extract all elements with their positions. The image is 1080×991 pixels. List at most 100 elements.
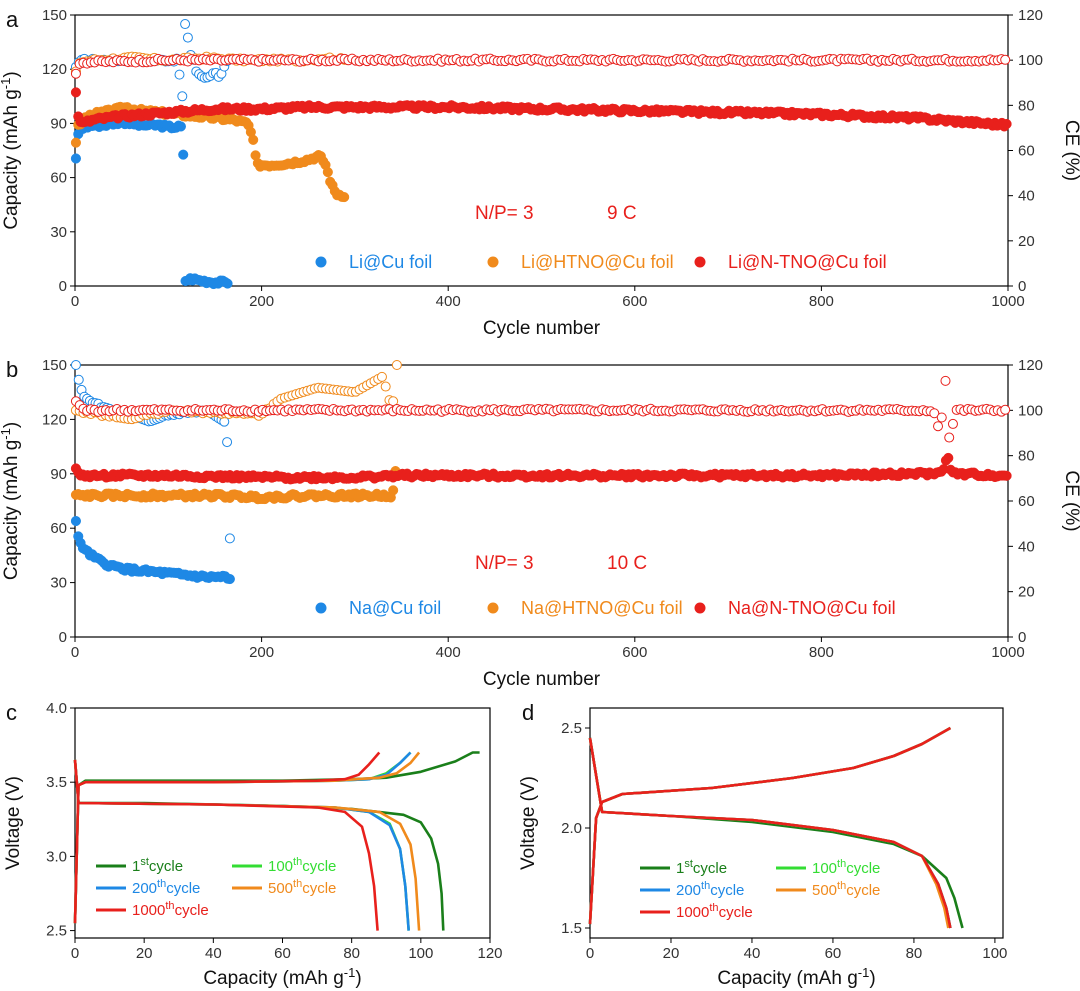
legend-suffix: cycle: [693, 860, 727, 877]
y-axis-label: Voltage (V): [518, 776, 539, 870]
legend-entry: 1stcycle: [132, 856, 183, 875]
legend-entry: Na@HTNO@Cu foil: [521, 598, 683, 618]
y-tick-label: 4.0: [46, 700, 67, 717]
y-axis-label: Capacity (mAh g-1): [0, 422, 22, 580]
curve-charge: [588, 726, 952, 925]
panel-letter: a: [6, 7, 19, 32]
capacity-marker: [70, 153, 81, 164]
rate-label: 9 C: [607, 203, 637, 224]
curve-discharge: [588, 737, 950, 929]
ce-marker: [180, 19, 191, 30]
x-tick-label: 40: [205, 945, 222, 962]
panel-a: 0 200 400 600 800 100003060901201500204060801…: [0, 7, 1080, 339]
x-tick-label: 800: [809, 644, 834, 661]
legend-entry: 1000thcycle: [676, 902, 753, 921]
capacity-marker: [70, 87, 81, 98]
x-tick-label: 400: [436, 293, 461, 310]
legend-number: 200: [676, 882, 701, 899]
legend-number: 500: [268, 880, 293, 897]
legend-suffix: cycle: [149, 858, 183, 875]
x-tick-label: 0: [71, 293, 79, 310]
curve-discharge: [73, 759, 410, 931]
legend-number: 1000: [132, 902, 165, 919]
legend-entry: 200thcycle: [132, 878, 200, 897]
ce-marker: [73, 374, 84, 385]
legend-entry: 500thcycle: [812, 880, 880, 899]
y2-tick-label: 120: [1018, 7, 1043, 24]
plot-frame: [589, 707, 1004, 939]
curve-discharge: [588, 737, 952, 929]
legend-entry: 1000thcycle: [132, 900, 209, 919]
y2-axis-label: CE (%): [1061, 470, 1080, 531]
legend-sup: th: [165, 900, 174, 912]
capacity-marker: [388, 485, 399, 496]
legend-number: 100: [812, 860, 837, 877]
ce-marker: [936, 412, 947, 423]
y2-tick-label: 100: [1018, 402, 1043, 419]
y-tick-label: 150: [42, 357, 67, 374]
legend-number: 100: [268, 858, 293, 875]
capacity-marker: [222, 278, 233, 289]
np-ratio-label: N/P= 3: [475, 553, 534, 574]
legend-suffix: cycle: [846, 860, 880, 877]
capacity-marker: [248, 134, 259, 145]
ce-marker: [391, 360, 402, 370]
y2-tick-label: 0: [1018, 278, 1026, 295]
x-tick-label: 200: [249, 644, 274, 661]
label-part: Capacity (mAh g: [1, 89, 22, 229]
ce-marker: [940, 375, 951, 386]
label-part: Capacity (mAh g: [1, 440, 22, 580]
y-tick-label: 3.5: [46, 774, 67, 791]
x-tick-label: 20: [136, 945, 153, 962]
legend-entry: Li@Cu foil: [349, 252, 432, 272]
x-tick-label: 800: [809, 293, 834, 310]
ce-marker: [222, 437, 233, 448]
y-axis-label: Capacity (mAh g-1): [0, 71, 22, 229]
legend-entry: 200thcycle: [676, 880, 744, 899]
legend-entry: Li@N-TNO@Cu foil: [728, 252, 887, 272]
legend-entry: 100thcycle: [268, 856, 336, 875]
capacity-marker: [175, 121, 186, 132]
ce-marker: [70, 360, 81, 370]
ce-marker: [944, 432, 955, 443]
legend-sup: th: [157, 878, 166, 890]
curve-charge: [73, 751, 421, 924]
label-part: ): [869, 968, 875, 989]
legend-sup: th: [293, 856, 302, 868]
label-sup: -1: [0, 78, 13, 90]
y2-tick-label: 20: [1018, 233, 1035, 250]
legend-suffix: cycle: [175, 902, 209, 919]
ce-marker: [174, 69, 185, 80]
legend-number: 200: [132, 880, 157, 897]
curve-discharge: [588, 737, 952, 929]
y-tick-label: 2.5: [46, 923, 67, 940]
legend-suffix: cycle: [719, 904, 753, 921]
label-part: ): [1, 422, 22, 428]
legend-marker: [694, 256, 706, 268]
panel-d: 0 20 40 60 80 100 1.5 2.0 2.5 Capacity (mAh g-1) V…: [518, 700, 1007, 989]
ce-marker: [177, 91, 188, 102]
x-tick-label: 1000: [991, 293, 1024, 310]
x-tick-label: 20: [663, 945, 680, 962]
x-tick-label: 80: [343, 945, 360, 962]
y2-tick-label: 80: [1018, 448, 1035, 465]
label-part: Capacity (mAh g: [717, 968, 857, 989]
legend-sup: th: [837, 858, 846, 870]
capacity-marker: [339, 192, 350, 203]
label-sup: -1: [0, 428, 13, 440]
curve-discharge: [73, 759, 379, 931]
x-tick-label: 60: [825, 945, 842, 962]
x-axis-label: Capacity (mAh g-1): [203, 965, 361, 989]
legend-number: 1000: [676, 904, 709, 921]
y-tick-label: 3.0: [46, 848, 67, 865]
curve-discharge: [73, 759, 445, 931]
np-ratio-label: N/P= 3: [475, 203, 534, 224]
legend-suffix: cycle: [710, 882, 744, 899]
legend-marker: [487, 256, 499, 268]
capacity-marker: [322, 167, 333, 178]
legend-marker: [694, 602, 706, 614]
y-tick-label: 150: [42, 7, 67, 24]
y-tick-label: 60: [50, 520, 67, 537]
x-tick-label: 60: [274, 945, 291, 962]
